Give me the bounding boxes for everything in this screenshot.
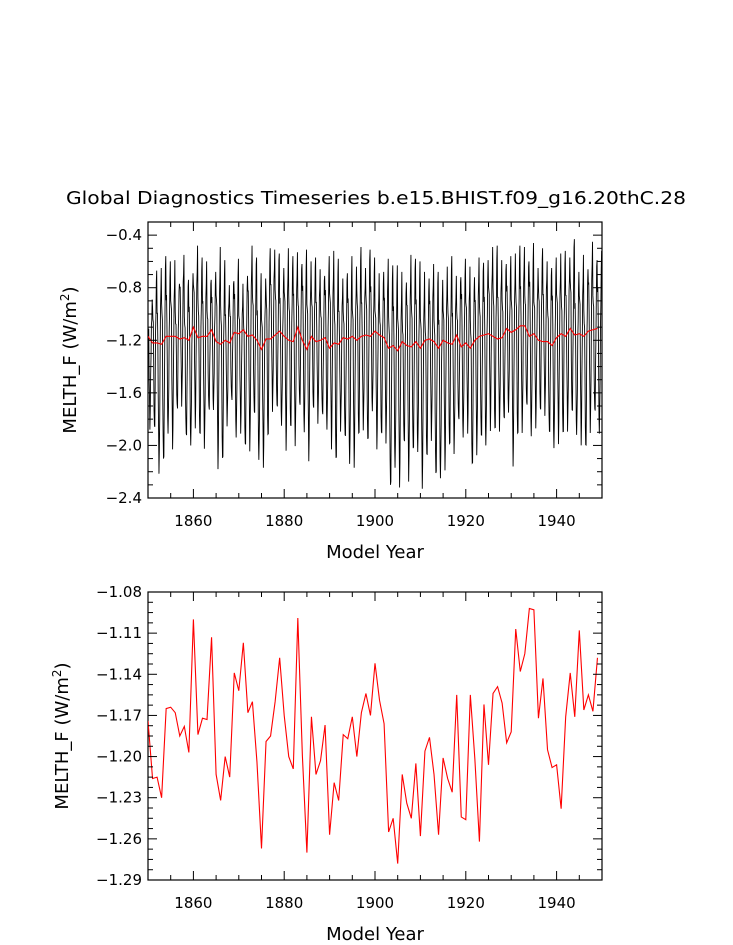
series-line-annual bbox=[148, 325, 598, 352]
x-tick-label: 1920 bbox=[447, 894, 485, 912]
y-tick-label: −0.4 bbox=[106, 226, 142, 244]
plot-frame bbox=[147, 591, 603, 881]
y-tick-label: −1.23 bbox=[96, 789, 142, 807]
y-tick-label: −2.0 bbox=[106, 436, 142, 454]
y-tick-label: −1.29 bbox=[96, 871, 142, 889]
series-line-monthly bbox=[148, 239, 602, 489]
x-tick-label: 1880 bbox=[265, 894, 303, 912]
y-tick-label: −1.26 bbox=[96, 830, 142, 848]
y-tick-label: −2.4 bbox=[106, 489, 142, 507]
bottom-panel: 1860 1880 1900 1920 1940 −1.29 −1.26 −1.23 −1.20… bbox=[50, 583, 603, 945]
y-tick-label: −1.11 bbox=[96, 624, 142, 642]
y-tick-label: −1.6 bbox=[106, 384, 142, 402]
x-tick-label: 1900 bbox=[356, 512, 394, 530]
y-tick-label: −1.08 bbox=[96, 583, 142, 601]
y-tick-label: −1.14 bbox=[96, 665, 142, 683]
y-axis-label: MELTH_F (W/m2) bbox=[58, 286, 81, 433]
y-tick-label: −0.8 bbox=[106, 279, 142, 297]
x-tick-label: 1940 bbox=[538, 512, 576, 530]
x-tick-label: 1860 bbox=[174, 894, 212, 912]
x-tick-label: 1920 bbox=[447, 512, 485, 530]
y-tick-label: −1.2 bbox=[106, 331, 142, 349]
x-tick-label: 1900 bbox=[356, 894, 394, 912]
y-tick-label: −1.20 bbox=[96, 748, 142, 766]
x-axis-label: Model Year bbox=[326, 924, 424, 945]
y-tick-label: −1.17 bbox=[96, 706, 142, 724]
top-panel: 1860 1880 1900 1920 1940 −2.4 −2.0 −1.6 −1.2 −0.8… bbox=[58, 221, 603, 563]
x-tick-label: 1940 bbox=[538, 894, 576, 912]
series-line-annual bbox=[148, 607, 599, 864]
x-tick-label: 1880 bbox=[265, 512, 303, 530]
x-axis-label: Model Year bbox=[326, 542, 424, 563]
x-tick-label: 1860 bbox=[174, 512, 212, 530]
figure-title: Global Diagnostics Timeseries b.e15.BHIS… bbox=[66, 188, 686, 209]
y-axis-label: MELTH_F (W/m2) bbox=[50, 662, 73, 809]
